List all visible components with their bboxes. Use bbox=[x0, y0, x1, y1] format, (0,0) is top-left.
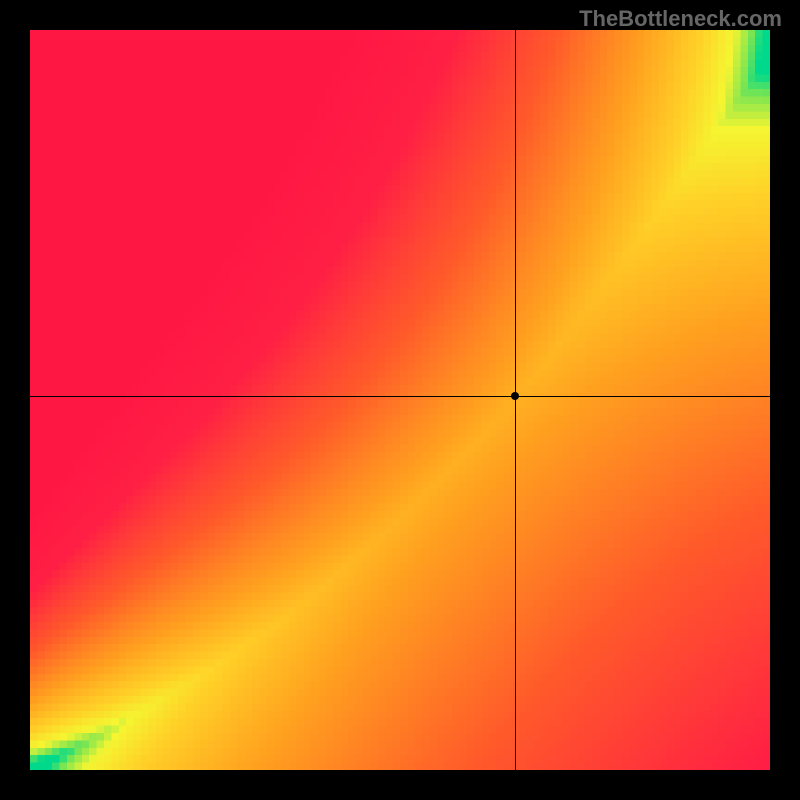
heatmap-plot bbox=[30, 30, 770, 770]
crosshair-horizontal bbox=[30, 396, 770, 397]
heatmap-canvas bbox=[30, 30, 770, 770]
crosshair-marker bbox=[511, 392, 519, 400]
watermark-text: TheBottleneck.com bbox=[579, 6, 782, 32]
